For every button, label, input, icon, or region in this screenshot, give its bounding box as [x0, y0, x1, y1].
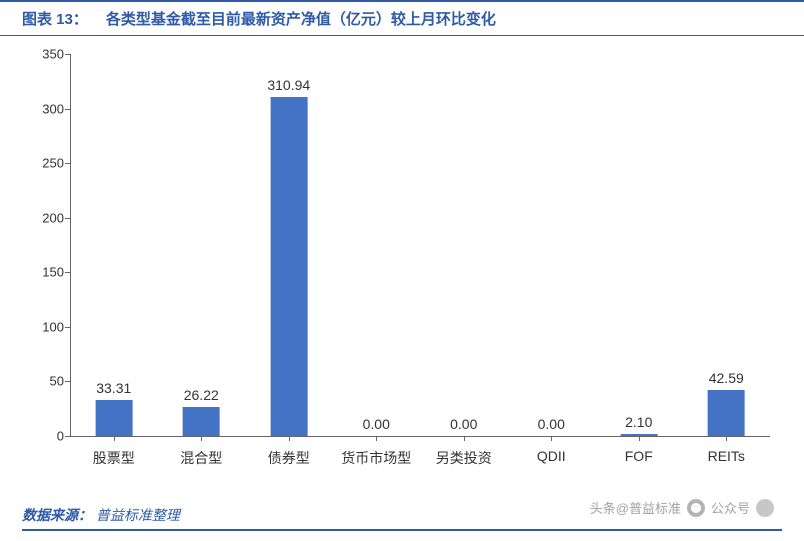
y-tick-label: 350: [22, 47, 64, 62]
plot-area: 05010015020025030035033.31股票型26.22混合型310…: [70, 54, 770, 436]
category-label: FOF: [625, 448, 653, 464]
x-axis: [70, 436, 770, 437]
chart-title: 各类型基金截至目前最新资产净值（亿元）较上月环比变化: [106, 8, 496, 29]
bar-chart: 0 50 100 150 200 250 300 350 33.31 股票型 26.22 混合型 310…: [22, 48, 782, 488]
bar-value-label: 2.10: [625, 414, 652, 434]
category-label: QDII: [537, 448, 566, 464]
x-tick-mark: [639, 436, 640, 441]
category-label: 货币市场型: [341, 448, 411, 468]
watermark-prefix: 公众号: [711, 498, 750, 517]
y-axis: [70, 54, 71, 436]
y-tick-label: 200: [22, 210, 64, 225]
wechat-icon: [687, 499, 705, 517]
avatar-icon: [756, 499, 774, 517]
bar: [270, 97, 307, 436]
y-tick-mark: [65, 163, 70, 164]
x-tick-mark: [289, 436, 290, 441]
bar-value-label: 42.59: [709, 370, 744, 390]
source-text: 普益标准整理: [96, 507, 180, 523]
y-tick-mark: [65, 54, 70, 55]
bar: [708, 390, 745, 436]
y-tick-label: 0: [22, 429, 64, 444]
bar-value-label: 0.00: [450, 416, 477, 436]
chart-number: 图表 13：: [22, 8, 88, 29]
bar-value-label: 310.94: [267, 77, 310, 97]
bar-value-label: 0.00: [538, 416, 565, 436]
bar-value-label: 33.31: [96, 380, 131, 400]
x-tick-mark: [114, 436, 115, 441]
category-label: 股票型: [93, 448, 135, 468]
y-tick-label: 250: [22, 156, 64, 171]
y-tick-label: 150: [22, 265, 64, 280]
y-tick-label: 50: [22, 374, 64, 389]
y-tick-label: 300: [22, 101, 64, 116]
bar: [183, 407, 220, 436]
y-tick-mark: [65, 327, 70, 328]
y-tick-mark: [65, 381, 70, 382]
chart-header: 图表 13： 各类型基金截至目前最新资产净值（亿元）较上月环比变化: [0, 0, 804, 36]
bar-value-label: 26.22: [184, 387, 219, 407]
y-tick-mark: [65, 218, 70, 219]
category-label: 另类投资: [436, 448, 492, 468]
x-tick-mark: [464, 436, 465, 441]
category-label: 债券型: [268, 448, 310, 468]
bar: [95, 400, 132, 436]
watermark: 头条@普益标准 公众号: [590, 498, 774, 517]
x-tick-mark: [726, 436, 727, 441]
category-label: REITs: [708, 448, 745, 464]
x-tick-mark: [201, 436, 202, 441]
y-tick-label: 100: [22, 319, 64, 334]
x-tick-mark: [376, 436, 377, 441]
category-label: 混合型: [180, 448, 222, 468]
watermark-handle: 头条@普益标准: [590, 498, 681, 517]
x-tick-mark: [551, 436, 552, 441]
bar-value-label: 0.00: [363, 416, 390, 436]
y-tick-mark: [65, 436, 70, 437]
source-label: 数据来源：: [22, 507, 92, 523]
y-tick-mark: [65, 272, 70, 273]
y-tick-mark: [65, 109, 70, 110]
